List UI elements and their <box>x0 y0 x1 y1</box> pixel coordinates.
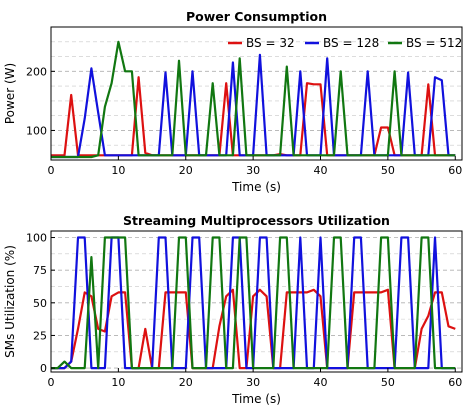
x-tick-label: 60 <box>448 376 462 389</box>
x-tick-label: 0 <box>48 376 55 389</box>
x-axis-label: Time (s) <box>231 392 281 406</box>
y-tick-label: 50 <box>33 297 47 310</box>
legend-label: BS = 128 <box>323 36 379 50</box>
y-tick-label: 200 <box>26 65 47 78</box>
x-tick-label: 0 <box>48 164 55 177</box>
y-tick-label: 25 <box>33 329 47 342</box>
y-axis-label: SMs Utilization (%) <box>3 245 17 358</box>
x-axis-label: Time (s) <box>231 180 281 194</box>
plot-frame <box>50 26 463 161</box>
legend-label: BS = 32 <box>246 36 295 50</box>
x-tick-label: 20 <box>179 164 193 177</box>
x-tick-label: 10 <box>111 376 125 389</box>
y-tick-label: 75 <box>33 264 47 277</box>
series-line-bs-32 <box>51 288 456 370</box>
x-tick-label: 40 <box>314 376 328 389</box>
chart-title: Power Consumption <box>186 9 327 24</box>
legend-label: BS = 512 <box>406 36 462 50</box>
x-tick-label: 60 <box>448 164 462 177</box>
plot-frame <box>50 230 463 373</box>
series-line-bs-128 <box>51 53 456 159</box>
y-axis-label: Power (W) <box>3 63 17 124</box>
y-tick-label: 0 <box>40 362 47 375</box>
x-tick-label: 30 <box>246 164 260 177</box>
y-tick-label: 100 <box>26 124 47 137</box>
x-tick-label: 30 <box>246 376 260 389</box>
x-tick-label: 10 <box>111 164 125 177</box>
x-tick-label: 40 <box>314 164 328 177</box>
chart-title: Streaming Multiprocessors Utilization <box>123 213 390 228</box>
x-tick-label: 50 <box>381 164 395 177</box>
series-line-bs-512 <box>51 40 456 159</box>
y-tick-label: 100 <box>26 232 47 245</box>
x-tick-label: 50 <box>381 376 395 389</box>
x-tick-label: 20 <box>179 376 193 389</box>
